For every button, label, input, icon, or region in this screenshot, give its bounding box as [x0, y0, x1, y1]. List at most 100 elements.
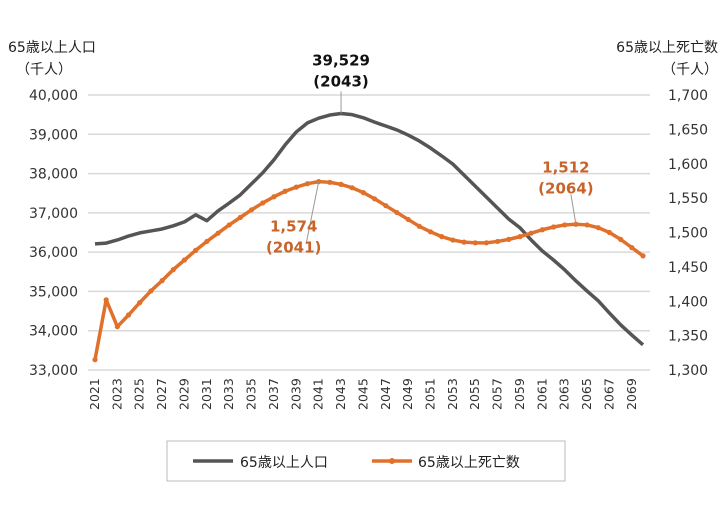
data-point	[528, 230, 534, 236]
legend-population-label: 65歳以上人口	[240, 455, 328, 471]
annotation-value: 1,512	[542, 158, 589, 176]
data-point	[495, 238, 501, 245]
data-point	[450, 237, 456, 243]
x-tick-label: 2067	[601, 378, 616, 410]
data-point	[483, 240, 490, 246]
x-tick-label: 2035	[244, 378, 259, 410]
gridlines	[88, 94, 650, 371]
data-point	[193, 247, 199, 253]
data-point	[237, 214, 243, 220]
data-point	[394, 209, 400, 216]
data-point	[472, 240, 478, 246]
x-tick-label: 2057	[490, 378, 505, 410]
annotation-value: 1,574	[270, 218, 317, 236]
data-point	[271, 194, 277, 200]
data-point	[282, 188, 288, 194]
x-tick-label: 2021	[87, 378, 102, 410]
data-point	[506, 236, 512, 242]
data-point	[293, 184, 299, 190]
annotation-leader	[570, 194, 577, 225]
left-y-tick-label: 36,000	[29, 245, 78, 261]
x-tick-label: 2043	[333, 378, 348, 410]
x-tick-label: 2039	[288, 378, 303, 410]
data-point	[114, 324, 120, 330]
data-point	[427, 229, 434, 235]
data-point	[439, 234, 445, 240]
x-tick-label: 2063	[557, 378, 572, 410]
left-y-tick-label: 38,000	[29, 167, 78, 183]
x-tick-label: 2049	[400, 378, 415, 410]
left-y-tick-label: 40,000	[29, 88, 78, 104]
right-y-tick-label: 1,600	[668, 157, 708, 173]
data-point	[640, 253, 646, 259]
data-point	[360, 190, 367, 196]
x-tick-label: 2029	[176, 378, 191, 410]
data-point	[159, 278, 165, 284]
data-point	[181, 257, 188, 263]
data-point	[606, 229, 613, 236]
data-point	[338, 181, 344, 187]
data-point	[327, 179, 333, 185]
series-line-1	[93, 179, 645, 361]
data-point	[405, 216, 411, 223]
data-point	[584, 222, 590, 228]
data-point	[226, 222, 232, 228]
right-y-tick-label: 1,500	[668, 226, 708, 242]
right-y-tick-label: 1,650	[668, 122, 708, 138]
annotation-year: (2043)	[313, 73, 368, 91]
x-tick-label: 2027	[154, 378, 169, 410]
annotation-value: 39,529	[312, 52, 370, 70]
x-tick-label: 2033	[221, 378, 236, 410]
legend-deaths-marker	[389, 458, 395, 464]
right-y-tick-label: 1,550	[668, 191, 708, 207]
x-tick-label: 2053	[445, 378, 460, 410]
series-line-0	[94, 111, 645, 347]
data-point	[383, 203, 389, 209]
data-point	[215, 230, 221, 236]
data-point	[371, 196, 378, 202]
data-point	[562, 222, 568, 228]
x-tick-label: 2051	[423, 378, 438, 410]
data-point	[170, 267, 176, 273]
data-point	[517, 234, 523, 240]
x-tick-label: 2069	[624, 378, 639, 410]
data-point	[595, 225, 601, 231]
annotation-year: (2041)	[266, 239, 321, 257]
x-tick-label: 2059	[512, 378, 527, 410]
data-point	[550, 224, 557, 230]
legend-deaths-label: 65歳以上死亡数	[418, 455, 520, 471]
data-point	[618, 236, 624, 242]
data-point	[125, 312, 132, 318]
data-point	[461, 239, 467, 245]
data-point	[539, 227, 545, 233]
x-tick-label: 2065	[579, 378, 594, 410]
x-tick-label: 2031	[199, 378, 214, 410]
x-tick-label: 2055	[467, 378, 482, 410]
data-point	[416, 223, 422, 229]
data-point	[137, 300, 143, 306]
data-point	[260, 200, 266, 206]
x-tick-label: 2045	[355, 378, 370, 410]
x-tick-label: 2025	[132, 378, 147, 410]
x-tick-label: 2041	[311, 378, 326, 410]
right-y-tick-label: 1,350	[668, 329, 708, 345]
data-point	[148, 288, 154, 294]
data-point	[304, 181, 311, 187]
left-y-tick-label: 35,000	[29, 284, 78, 300]
x-tick-label: 2023	[109, 378, 124, 410]
data-point	[103, 297, 109, 303]
x-tick-label: 2047	[378, 378, 393, 410]
right-y-tick-label: 1,300	[668, 363, 708, 379]
data-point	[349, 185, 355, 191]
right-axis-unit: （千人）	[662, 62, 718, 78]
data-point	[629, 245, 635, 251]
left-axis-unit: （千人）	[16, 62, 72, 78]
right-y-tick-label: 1,700	[668, 88, 708, 104]
x-tick-label: 2037	[266, 378, 281, 410]
data-point	[204, 238, 210, 245]
data-point	[248, 207, 255, 213]
annotation-leader	[305, 181, 320, 244]
x-tick-label: 2061	[534, 378, 549, 410]
right-y-tick-label: 1,400	[668, 294, 708, 310]
